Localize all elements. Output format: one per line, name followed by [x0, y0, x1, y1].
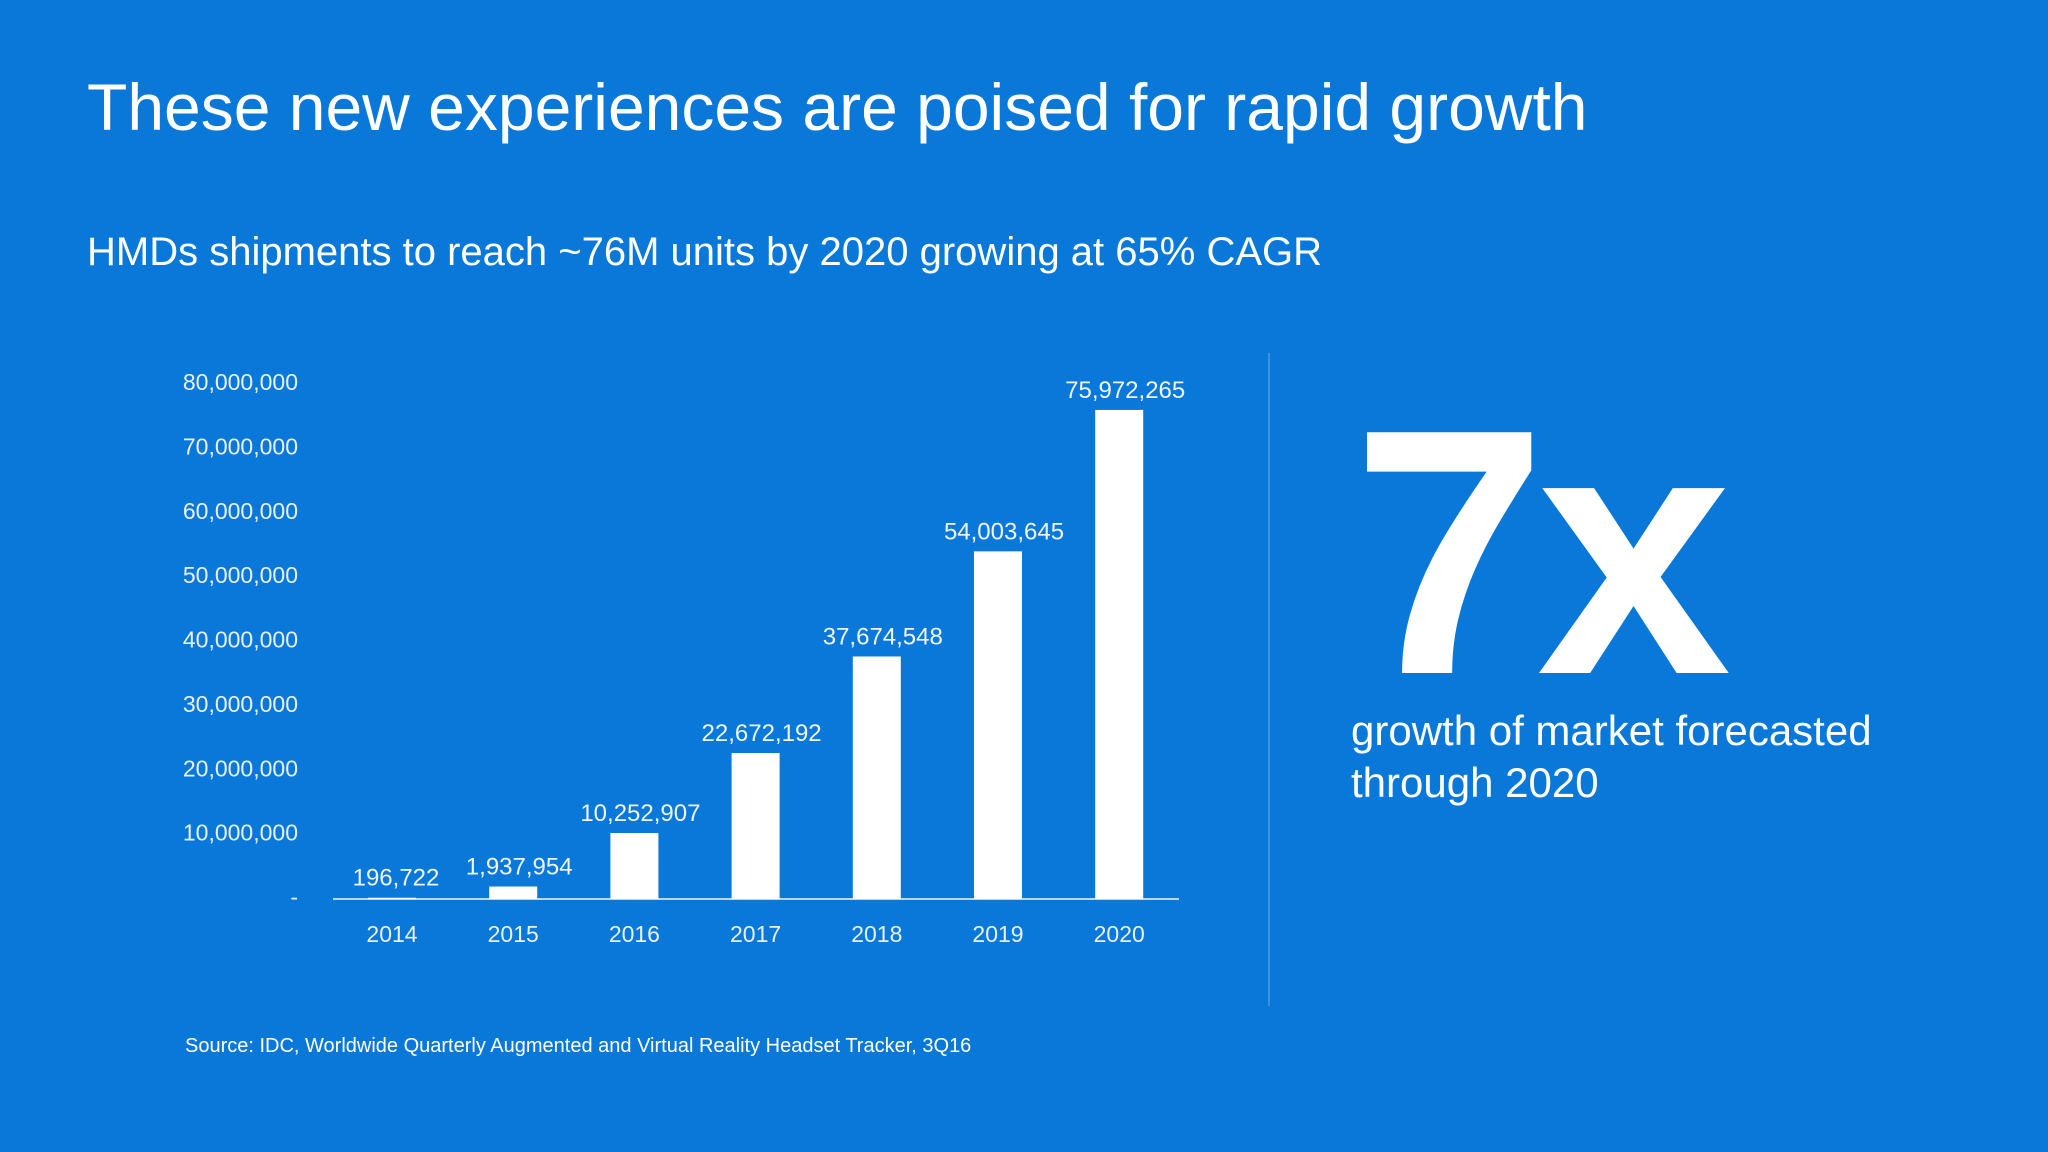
- x-tick-label: 2019: [972, 921, 1023, 947]
- source: Source: IDC, Worldwide Quarterly Augment…: [185, 1035, 971, 1057]
- y-tick-label: -: [290, 884, 298, 910]
- bar: [974, 551, 1022, 899]
- bar: [852, 656, 901, 899]
- y-tick-label: 60,000,000: [183, 498, 298, 524]
- headline: 7x: [1352, 357, 1734, 748]
- data-label: 22,672,192: [702, 720, 822, 747]
- x-tick-label: 2017: [730, 921, 781, 947]
- y-tick-label: 20,000,000: [183, 755, 298, 781]
- data-label: 10,252,907: [580, 800, 700, 827]
- subtitle: HMDs shipments to reach ~76M units by 20…: [87, 230, 1322, 274]
- y-tick-label: 30,000,000: [183, 691, 298, 717]
- x-tick-label: 2015: [488, 921, 539, 947]
- bar: [610, 832, 659, 899]
- y-tick-label: 10,000,000: [183, 820, 298, 846]
- data-label: 1,937,954: [466, 854, 573, 881]
- slide-title: These new experiences are poised for rap…: [87, 70, 1588, 144]
- x-tick-label: 2016: [609, 921, 660, 947]
- data-label: 37,674,548: [823, 623, 943, 650]
- bar: [1095, 409, 1144, 899]
- y-tick-label: 50,000,000: [183, 562, 298, 588]
- y-tick-label: 70,000,000: [183, 433, 298, 459]
- x-tick-label: 2020: [1094, 921, 1145, 947]
- data-label: 75,972,265: [1065, 377, 1185, 404]
- x-tick-label: 2018: [851, 921, 902, 947]
- x-tick-label: 2014: [366, 921, 417, 947]
- caption: through 2020: [1351, 759, 1599, 806]
- bar: [368, 897, 416, 899]
- data-label: 54,003,645: [944, 518, 1064, 545]
- data-label: 196,722: [353, 865, 440, 892]
- bar: [489, 886, 538, 899]
- y-tick-label: 40,000,000: [183, 627, 298, 653]
- bar: [731, 753, 780, 899]
- caption: growth of market forecasted: [1351, 707, 1872, 754]
- y-tick-label: 80,000,000: [183, 369, 298, 395]
